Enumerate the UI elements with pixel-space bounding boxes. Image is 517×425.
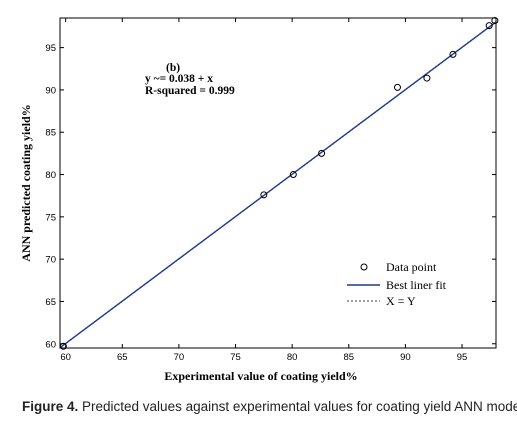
- figure-caption: Figure 4. Predicted values against exper…: [22, 399, 517, 414]
- legend-marker-data-point: [360, 263, 368, 271]
- legend-label-best-fit: Best liner fit: [386, 278, 447, 292]
- ticks-layer: 60 65 70 75 80 85 90 95 60 65 70 75 80 85 90 95: [45, 18, 496, 363]
- x-tick-label-7: 95: [457, 352, 468, 363]
- y-tick-label-2: 70: [45, 255, 56, 266]
- x-axis-label: Experimental value of coating yield%: [164, 369, 357, 383]
- x-tick-label-5: 85: [343, 352, 354, 363]
- x-tick-label-4: 80: [287, 352, 298, 363]
- x-tick-label-3: 75: [230, 352, 241, 363]
- caption-text: Predicted values against experimental va…: [78, 399, 517, 414]
- y-tick-label-7: 95: [45, 43, 56, 54]
- x-tick-label-2: 70: [174, 352, 185, 363]
- data-point-1: [260, 191, 268, 199]
- fit-equation: y ~= 0.038 + x: [145, 73, 213, 85]
- legend-label-x-equals-y: X = Y: [386, 294, 416, 308]
- y-tick-label-3: 75: [45, 212, 56, 223]
- y-tick-label-4: 80: [45, 170, 56, 181]
- r-squared-label: R-squared = 0.999: [145, 85, 235, 97]
- y-tick-label-5: 85: [45, 128, 56, 139]
- caption-label: Figure 4.: [22, 399, 79, 414]
- data-point-7: [485, 22, 493, 30]
- x-tick-label-6: 90: [400, 352, 411, 363]
- x-tick-label-0: 60: [60, 352, 71, 363]
- data-point-6: [449, 50, 457, 58]
- legend: Data point Best liner fit X = Y: [347, 260, 447, 308]
- data-point-3: [318, 149, 326, 157]
- y-tick-label-6: 90: [45, 85, 56, 96]
- data-point-4: [393, 83, 401, 91]
- fit-layer: [59, 21, 497, 349]
- best-fit-line: [59, 21, 497, 349]
- data-point-5: [423, 74, 431, 82]
- y-tick-label-1: 65: [45, 297, 56, 308]
- data-point-8: [491, 17, 499, 25]
- y-axis-label: ANN predicted coating yield%: [19, 104, 33, 261]
- data-point-2: [289, 171, 297, 179]
- x-tick-label-1: 65: [117, 352, 128, 363]
- legend-label-data-point: Data point: [386, 260, 437, 274]
- points-layer: [59, 17, 499, 350]
- y-tick-label-0: 60: [45, 339, 56, 350]
- panel-label: (b): [166, 62, 180, 74]
